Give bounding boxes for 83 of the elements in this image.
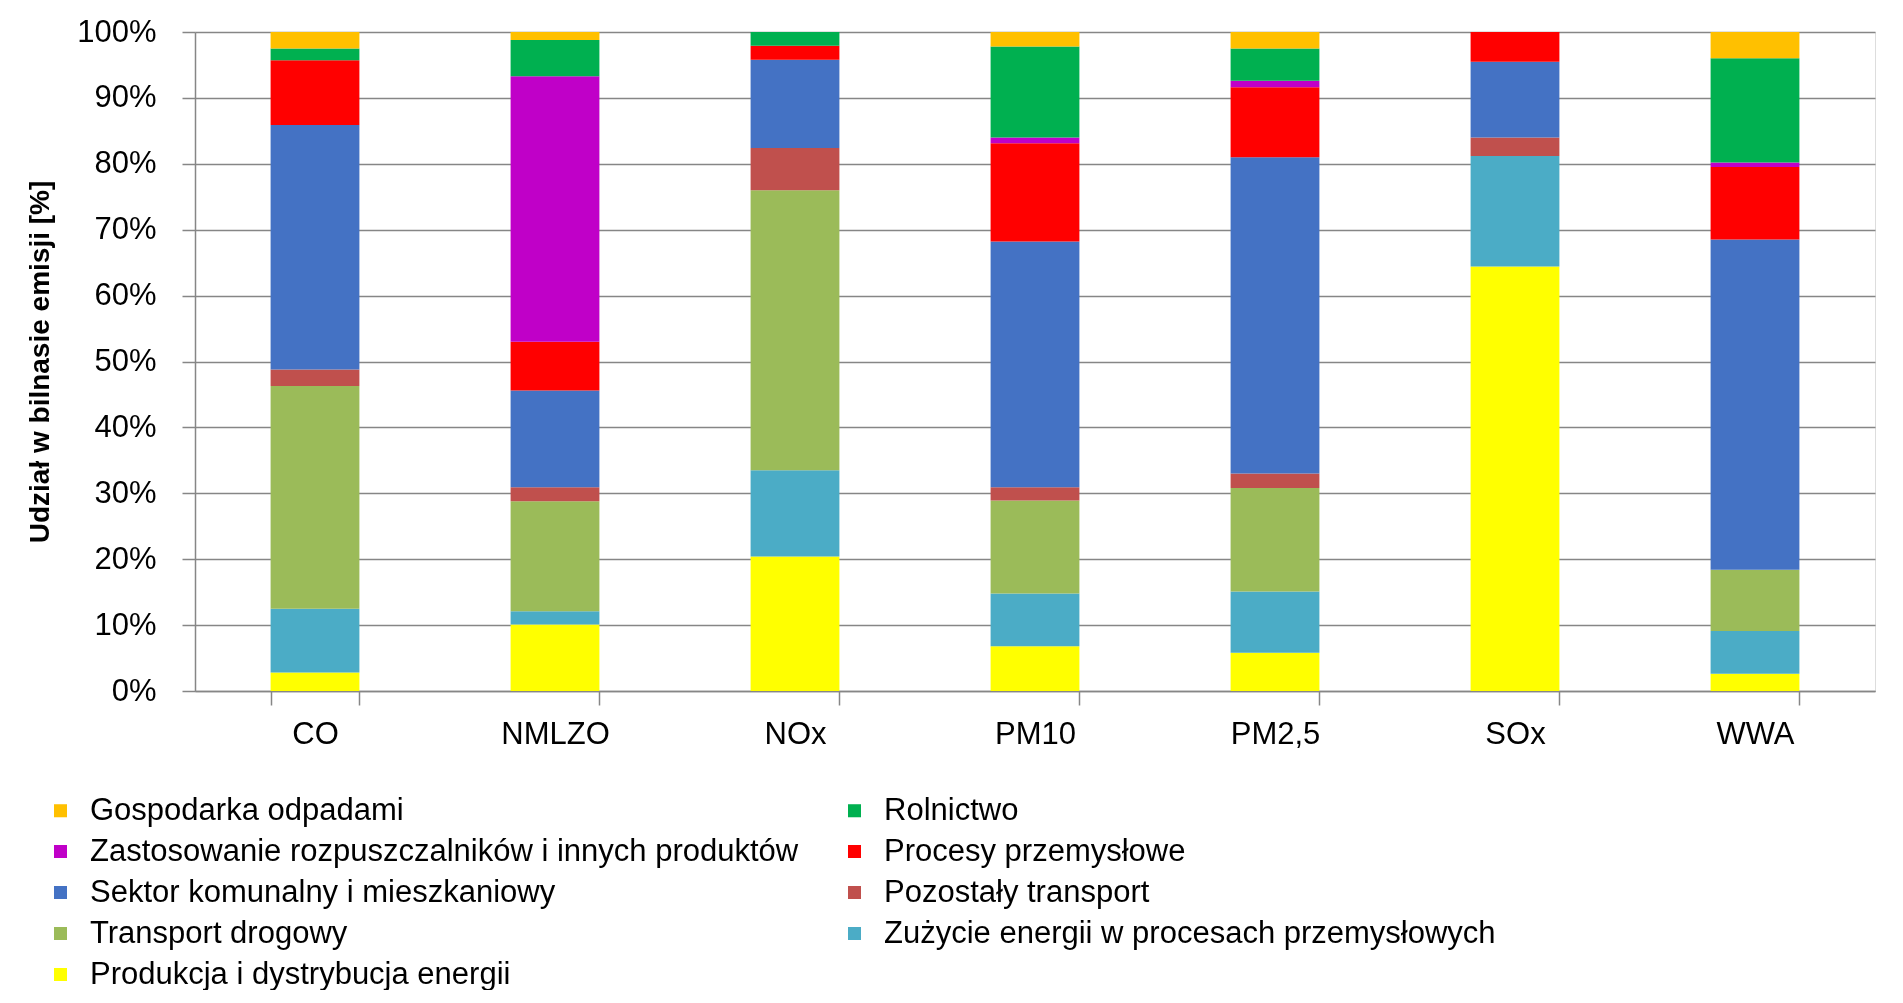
bar [270,124,360,370]
bar [1710,239,1800,570]
bar [1470,137,1560,156]
bar [1230,488,1320,592]
bar [510,487,600,502]
bar [510,390,600,488]
bar [990,46,1080,138]
bar [270,608,360,673]
y-tick-label: 50% [94,343,157,378]
bar [1710,673,1800,691]
legend-label: Transport drogowy [90,914,348,950]
y-tick-label: 60% [94,277,157,313]
bar [990,500,1080,594]
bar [270,672,360,691]
bar [990,487,1080,501]
bar [1710,58,1800,163]
x-tick-label: PM10 [995,715,1076,751]
bar [990,137,1080,144]
y-tick-label: 80% [94,145,157,181]
bar [270,32,360,49]
bar [750,59,840,148]
bar [990,143,1080,242]
bar [510,624,600,691]
bar [510,611,600,625]
bar [990,241,1080,488]
bar [510,32,600,40]
y-axis-title: Udział w bilnasie emisji [%] [24,180,56,544]
bar [1230,591,1320,653]
legend-label: Sektor komunalny i mieszkaniowy [90,873,556,909]
bar [1710,162,1800,168]
y-tick-label: 20% [94,540,157,576]
bar [750,556,840,691]
y-tick-label: 0% [111,672,157,708]
bar [990,646,1080,691]
bar [990,593,1080,647]
bar [270,60,360,125]
legend-label: Pozostały transport [884,873,1150,909]
bar [750,45,840,60]
bar [750,32,840,46]
bar [1710,167,1800,240]
bar [1710,631,1800,674]
bar [1710,32,1800,59]
y-tick-label: 90% [94,79,157,115]
bar [510,76,600,342]
y-tick-label: 30% [94,474,157,510]
legend-label: Zużycie energii w procesach przemysłowych [884,914,1496,950]
bar [1230,48,1320,81]
bar [1230,87,1320,158]
bar [1230,652,1320,691]
legend-label: Gospodarka odpadami [90,791,404,827]
bar [510,39,600,77]
bar [1230,473,1320,489]
bar [750,147,840,191]
bar [510,501,600,612]
bar [1230,157,1320,474]
y-tick-label: 70% [94,211,157,247]
y-tick-label: 10% [94,606,157,642]
bar [270,48,360,61]
x-tick-label: CO [292,715,339,751]
bar [1230,32,1320,49]
bar [270,385,360,609]
legend-label: Produkcja i dystrybucja energii [90,955,511,991]
bar [990,32,1080,47]
x-tick-label: NMLZO [501,715,610,751]
x-tick-label: PM2,5 [1230,715,1321,751]
legend-label: Rolnictwo [884,791,1019,827]
bar [1470,61,1560,138]
x-tick-label: NOx [764,715,827,751]
bar [270,369,360,386]
bar [510,341,600,391]
legend-label: Procesy przemysłowe [884,832,1186,868]
x-tick-label: WWA [1716,715,1795,751]
x-tick-label: SOx [1485,715,1547,751]
bar [1470,155,1560,267]
bar [1470,266,1560,691]
bar [1230,80,1320,88]
legend-label: Zastosowanie rozpuszczalników i innych produktów [90,832,799,868]
y-tick-label: 40% [94,408,157,444]
y-tick-label: 100% [77,13,157,49]
bar [750,470,840,557]
bar [750,190,840,471]
bar [1710,569,1800,632]
bar [1470,32,1560,62]
